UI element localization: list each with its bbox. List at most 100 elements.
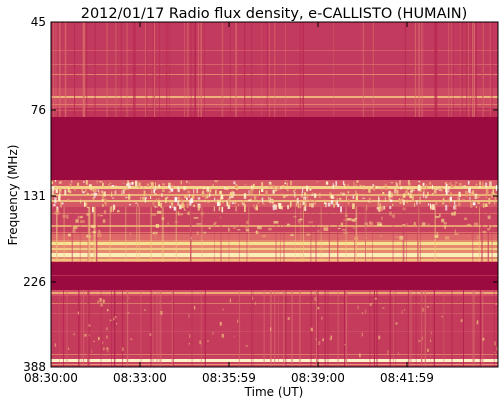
burst-speckle [240,201,244,205]
burst-speckle [219,190,222,194]
time-streak [184,22,186,117]
time-streak [96,207,97,262]
burst-speckle [418,190,420,195]
time-streak [261,22,262,117]
burst-speckle [86,193,89,195]
burst-speckle [131,182,134,184]
burst-speckle [272,205,275,211]
burst-speckle [272,189,275,194]
burst-speckle [334,200,337,205]
burst-speckle [310,327,313,332]
burst-speckle [444,236,450,240]
burst-speckle [321,316,323,320]
burst-speckle [99,297,102,302]
burst-speckle [121,190,123,196]
burst-speckle [428,181,432,185]
burst-speckle [296,199,298,201]
burst-speckle [267,196,269,202]
burst-speckle [189,334,191,338]
time-streak [88,290,90,367]
burst-speckle [55,189,58,193]
burst-speckle [304,196,307,201]
burst-speckle [173,206,176,211]
burst-speckle [330,195,334,199]
burst-speckle [259,190,260,195]
burst-speckle [272,185,275,189]
burst-speckle [157,200,161,207]
burst-speckle [113,317,115,321]
time-streak [274,22,276,117]
burst-speckle [212,184,214,188]
burst-speckle [177,196,181,200]
burst-speckle [54,197,57,204]
burst-speckle [109,235,111,237]
burst-speckle [155,185,157,191]
burst-speckle [366,204,368,211]
burst-speckle [112,197,114,199]
time-streak [466,22,468,117]
burst-speckle [469,196,471,200]
burst-speckle [212,332,214,335]
burst-speckle [169,199,172,203]
burst-speckle [329,192,332,198]
burst-speckle [51,181,54,185]
burst-speckle [153,189,155,193]
time-streak [354,207,356,262]
burst-speckle [257,226,262,230]
burst-speckle [398,198,400,201]
burst-speckle [179,204,182,210]
time-streak [111,290,112,367]
burst-speckle [73,333,76,336]
time-streak [337,207,339,262]
burst-speckle [129,232,132,235]
burst-speckle [381,216,383,220]
burst-speckle [413,189,415,191]
burst-speckle [74,186,76,192]
burst-speckle [493,193,496,195]
burst-speckle [85,202,88,207]
burst-speckle [237,229,241,231]
time-streak [87,290,88,367]
time-streak [52,22,54,117]
burst-speckle [162,189,165,192]
chart-title: 2012/01/17 Radio flux density, e-CALLIST… [81,6,468,22]
burst-speckle [332,183,334,189]
freq-line-14 [51,253,498,257]
time-streak [279,207,281,262]
time-streak [303,207,304,262]
burst-speckle [207,340,209,342]
y-tick-label: 226 [23,275,46,289]
burst-speckle [295,202,298,207]
burst-speckle [392,203,394,206]
time-streak [337,290,339,367]
burst-speckle [311,192,314,195]
burst-speckle [217,202,220,206]
burst-speckle [377,201,380,207]
burst-speckle [354,218,358,220]
burst-speckle [330,200,334,205]
burst-speckle [188,343,190,345]
y-tick-label: 45 [31,15,46,29]
burst-speckle [102,299,105,303]
burst-speckle [155,235,157,239]
burst-speckle [248,199,250,202]
burst-speckle [214,221,217,225]
burst-speckle [257,195,259,197]
time-streak [66,290,68,367]
burst-speckle [144,198,147,203]
burst-speckle [403,309,406,311]
burst-speckle [390,182,394,184]
burst-speckle [304,202,307,207]
burst-speckle [378,335,381,340]
band-6 [51,234,498,240]
burst-speckle [261,188,264,192]
burst-speckle [399,199,401,205]
burst-speckle [187,211,190,215]
time-streak [53,22,55,117]
burst-speckle [378,197,380,202]
burst-speckle [224,187,226,190]
time-streak [345,290,348,367]
time-streak [59,22,61,117]
burst-speckle [140,197,142,200]
